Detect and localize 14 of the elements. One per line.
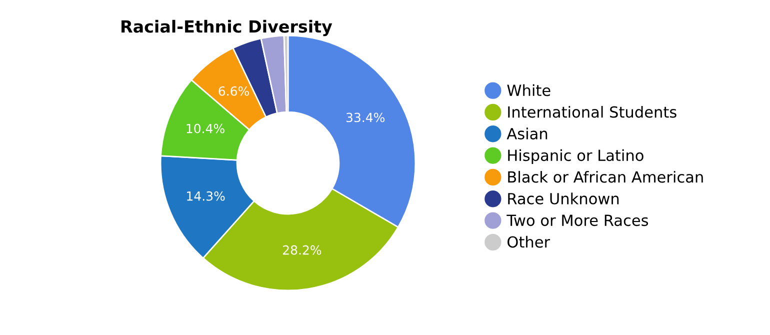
legend-label: Hispanic or Latino xyxy=(508,149,644,164)
data-label: 10.4% xyxy=(186,124,224,134)
data-label: 14.3% xyxy=(187,191,225,201)
legend-label: Black or African American xyxy=(508,170,703,183)
legend-label: Asian xyxy=(506,128,548,140)
data-label: 28.2% xyxy=(283,245,322,255)
chart-title: Racial-Ethnic Diversity xyxy=(122,20,332,36)
data-label: 6.6% xyxy=(218,86,249,96)
legend-label: International Students xyxy=(508,106,676,118)
data-label: 33.4% xyxy=(346,112,385,122)
legend-label: White xyxy=(507,84,550,96)
legend-label: Race Unknown xyxy=(508,192,619,204)
legend-label: Two or More Races xyxy=(506,214,648,226)
legend-label: Other xyxy=(508,236,550,248)
